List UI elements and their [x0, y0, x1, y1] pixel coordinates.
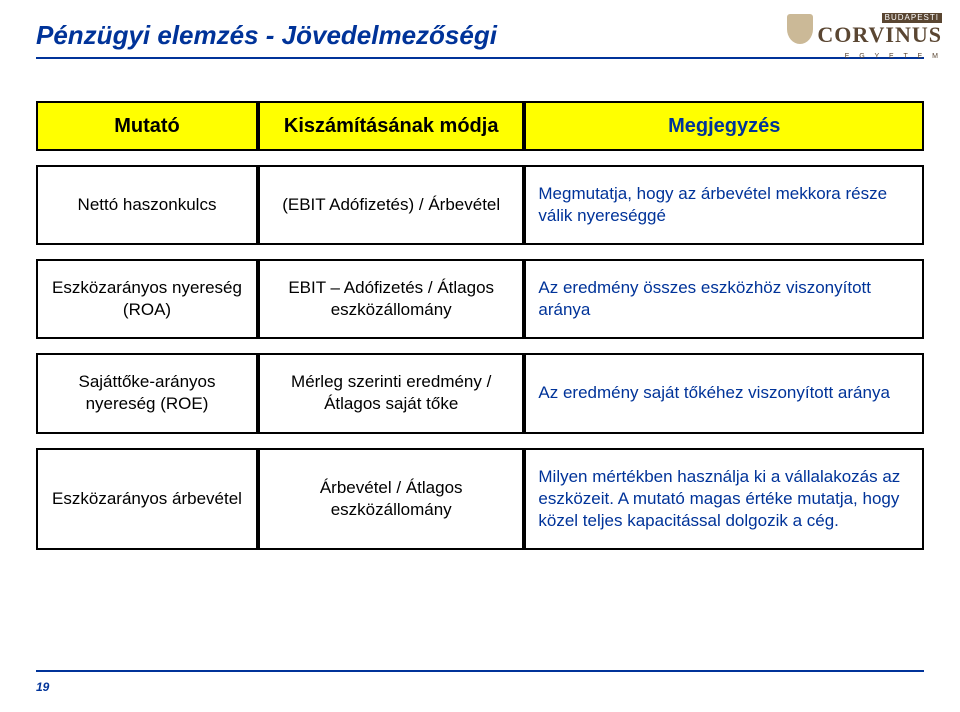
cell-c3: Milyen mértékben használja ki a vállalak…: [524, 448, 924, 550]
col-header-mutato: Mutató: [36, 101, 258, 151]
cell-c1: Eszközarányos árbevétel: [36, 448, 258, 550]
table-row: Nettó haszonkulcs (EBIT Adófizetés) / Ár…: [36, 165, 924, 245]
title-underline: [36, 57, 924, 59]
table-header-row: Mutató Kiszámításának módja Megjegyzés: [36, 101, 924, 151]
cell-c3: Az eredmény saját tőkéhez viszonyított a…: [524, 353, 924, 433]
cell-c3: Megmutatja, hogy az árbevétel mekkora ré…: [524, 165, 924, 245]
cell-c1: Nettó haszonkulcs: [36, 165, 258, 245]
col-header-mod: Kiszámításának módja: [258, 101, 524, 151]
cell-c3: Az eredmény összes eszközhöz viszonyítot…: [524, 259, 924, 339]
cell-c2: Árbevétel / Átlagos eszközállomány: [258, 448, 524, 550]
table-row: Sajáttőke-arányos nyereség (ROE) Mérleg …: [36, 353, 924, 433]
slide-root: BUDAPESTI CORVINUS E G Y E T E M Pénzügy…: [0, 0, 960, 712]
logo-name: CORVINUS: [817, 22, 942, 47]
table-row: Eszközarányos nyereség (ROA) EBIT – Adóf…: [36, 259, 924, 339]
table: Mutató Kiszámításának módja Megjegyzés N…: [36, 87, 924, 564]
cell-c2: Mérleg szerinti eredmény / Átlagos saját…: [258, 353, 524, 433]
table-row: Eszközarányos árbevétel Árbevétel / Átla…: [36, 448, 924, 550]
university-logo: BUDAPESTI CORVINUS E G Y E T E M: [817, 8, 942, 62]
logo-sub: E G Y E T E M: [845, 53, 942, 60]
footer-separator: [36, 670, 924, 672]
cell-c2: EBIT – Adófizetés / Átlagos eszközállomá…: [258, 259, 524, 339]
metrics-table: Mutató Kiszámításának módja Megjegyzés N…: [36, 87, 924, 564]
col-header-megj: Megjegyzés: [524, 101, 924, 151]
cell-c2: (EBIT Adófizetés) / Árbevétel: [258, 165, 524, 245]
page-number: 19: [36, 680, 49, 694]
cell-c1: Sajáttőke-arányos nyereség (ROE): [36, 353, 258, 433]
cell-c1: Eszközarányos nyereség (ROA): [36, 259, 258, 339]
